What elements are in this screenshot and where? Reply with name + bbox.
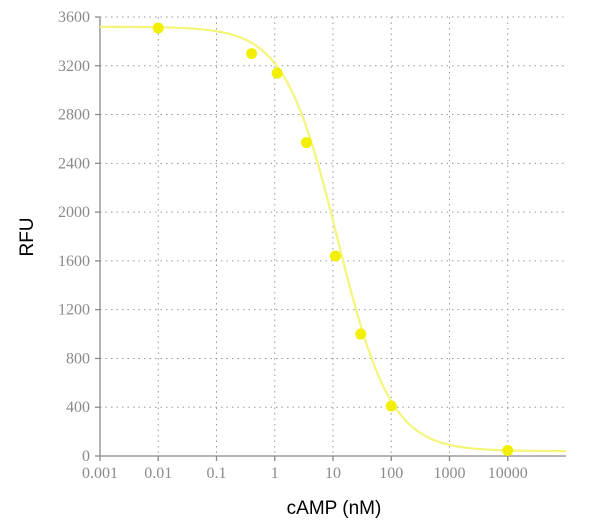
- y-tick-label: 400: [66, 399, 90, 416]
- x-axis-title: cAMP (nM): [287, 498, 382, 519]
- y-gridlines: [100, 16, 566, 408]
- x-axis-ticks: 0.001 0.01 0.1 1 10 100 1000 10000: [82, 456, 528, 482]
- y-tick-label: 3600: [58, 9, 90, 26]
- y-axis-ticks: 0 400 800 1200 1600 2000 2400 2800 3200 3600: [58, 9, 100, 465]
- data-point: [329, 250, 341, 262]
- y-tick-label: 2000: [58, 204, 90, 221]
- x-gridlines: [157, 17, 509, 456]
- x-tick-label: 0.01: [144, 465, 172, 482]
- data-point: [246, 48, 258, 60]
- fit-curve: [99, 25, 566, 453]
- data-point: [300, 137, 312, 149]
- data-point: [355, 328, 367, 340]
- y-tick-label: 1200: [58, 302, 90, 319]
- data-point: [502, 445, 514, 457]
- y-tick-label: 1600: [58, 253, 90, 270]
- y-tick-label: 2400: [58, 155, 90, 172]
- y-tick-label: 3200: [58, 58, 90, 75]
- y-tick-label: 800: [66, 350, 90, 367]
- x-tick-label: 1: [271, 465, 279, 482]
- y-tick-label: 2800: [58, 107, 90, 124]
- data-points: [152, 22, 514, 457]
- x-tick-label: 10: [325, 465, 341, 482]
- data-point: [385, 400, 397, 412]
- x-tick-label: 1000: [434, 465, 466, 482]
- x-tick-label: 0.001: [82, 465, 118, 482]
- data-point: [152, 22, 164, 34]
- y-tick-label: 0: [82, 448, 90, 465]
- data-point: [271, 67, 283, 79]
- x-tick-label: 100: [379, 465, 403, 482]
- x-tick-label: 10000: [488, 465, 528, 482]
- x-tick-label: 0.1: [207, 465, 227, 482]
- y-axis-title: RFU: [17, 217, 38, 256]
